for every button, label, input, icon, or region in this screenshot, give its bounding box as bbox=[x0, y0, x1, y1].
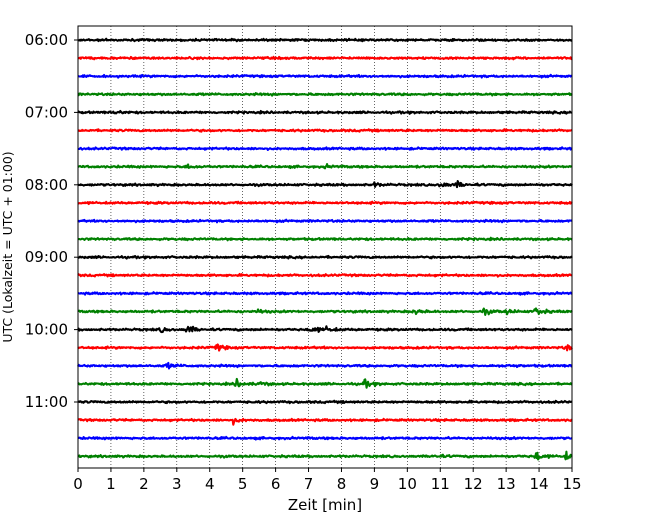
trace-line bbox=[77, 200, 573, 206]
y-axis: 06:00 07:00 08:00 09:00 10:00 11:00 bbox=[25, 31, 78, 411]
trace-line bbox=[77, 92, 573, 97]
trace-line bbox=[77, 325, 573, 334]
plot-frame bbox=[77, 25, 573, 469]
trace-line bbox=[77, 128, 573, 133]
y-tick-label: 09:00 bbox=[25, 248, 68, 266]
x-tick-label: 6 bbox=[271, 475, 281, 493]
x-axis-label: Zeit [min] bbox=[288, 496, 362, 514]
trace-line bbox=[77, 55, 573, 61]
y-tick-label: 06:00 bbox=[25, 31, 68, 49]
x-tick-label: 0 bbox=[73, 475, 83, 493]
trace-line bbox=[77, 307, 573, 316]
x-tick-label: 11 bbox=[431, 475, 450, 493]
trace-line bbox=[77, 73, 573, 79]
x-tick-label: 9 bbox=[370, 475, 380, 493]
trace-line bbox=[77, 399, 573, 405]
x-tick-label: 1 bbox=[106, 475, 116, 493]
trace-line bbox=[77, 361, 573, 370]
x-tick-label: 14 bbox=[530, 475, 549, 493]
x-tick-label: 8 bbox=[337, 475, 347, 493]
x-tick-label: 13 bbox=[497, 475, 516, 493]
x-tick-label: 12 bbox=[464, 475, 483, 493]
trace-line bbox=[77, 109, 573, 115]
trace-line bbox=[77, 37, 573, 43]
x-tick-label: 5 bbox=[238, 475, 248, 493]
y-tick-label: 11:00 bbox=[25, 393, 68, 411]
x-tick-label: 7 bbox=[304, 475, 314, 493]
y-tick-label: 08:00 bbox=[25, 176, 68, 194]
trace-line bbox=[77, 377, 573, 389]
x-tick-label: 4 bbox=[205, 475, 215, 493]
x-tick-label: 10 bbox=[398, 475, 417, 493]
trace-line bbox=[77, 435, 573, 441]
x-tick-label: 3 bbox=[172, 475, 182, 493]
y-tick-label: 10:00 bbox=[25, 321, 68, 339]
trace-line bbox=[77, 343, 573, 352]
trace-line bbox=[77, 180, 573, 189]
x-tick-label: 15 bbox=[562, 475, 581, 493]
trace-line bbox=[77, 236, 573, 242]
x-axis: 0 1 2 3 4 5 6 7 8 9 10 11 12 13 14 15 bbox=[73, 468, 582, 493]
trace-line bbox=[77, 417, 573, 426]
y-axis-label: UTC (Lokalzeit = UTC + 01:00) bbox=[0, 151, 15, 342]
trace-line bbox=[77, 146, 573, 151]
trace-line bbox=[77, 272, 573, 278]
trace-line bbox=[77, 254, 573, 260]
y-tick-label: 07:00 bbox=[25, 103, 68, 121]
trace-line bbox=[77, 291, 573, 296]
trace-line bbox=[77, 163, 573, 170]
trace-group bbox=[77, 37, 573, 461]
trace-line bbox=[77, 450, 573, 461]
x-tick-label: 2 bbox=[139, 475, 149, 493]
trace-line bbox=[77, 218, 573, 224]
